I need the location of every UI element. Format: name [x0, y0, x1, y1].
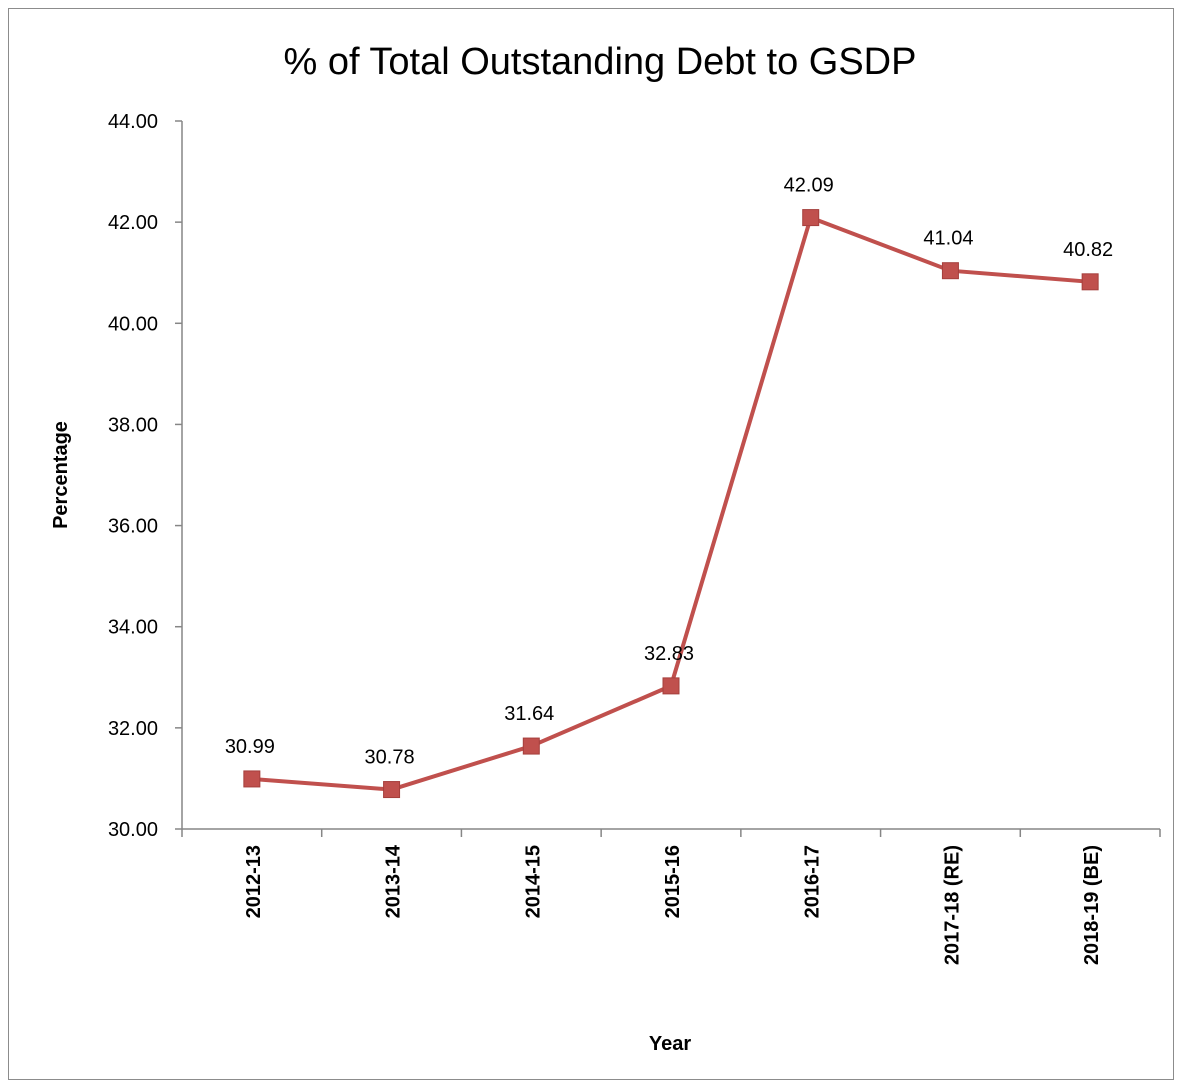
- data-point-marker: [1081, 273, 1099, 291]
- data-label: 30.99: [225, 736, 275, 758]
- data-point-marker: [662, 677, 680, 695]
- y-tick-label: 30.00: [108, 819, 158, 841]
- data-label: 31.64: [504, 703, 554, 725]
- series-line: [251, 215, 1091, 792]
- data-point-marker: [383, 781, 401, 799]
- y-tick-label: 34.00: [108, 617, 158, 639]
- data-labels: 30.99 30.78 31.64 32.83 42.09 41.04 40.82: [225, 175, 1113, 769]
- data-label: 30.78: [365, 747, 415, 769]
- chart-title: % of Total Outstanding Debt to GSDP: [284, 41, 917, 83]
- data-point-marker: [941, 262, 959, 280]
- series-group: [243, 209, 1099, 799]
- y-tick-label: 36.00: [108, 516, 158, 538]
- x-tick-label: 2016-17: [802, 845, 824, 918]
- x-axis-ticks: 2012-13 2013-14 2014-15 2015-16 2016-17 2017-…: [181, 829, 1161, 965]
- data-point-marker: [802, 209, 820, 227]
- y-tick-label: 44.00: [108, 111, 158, 133]
- y-tick-label: 40.00: [108, 313, 158, 335]
- x-axis-title: Year: [649, 1033, 691, 1055]
- data-label: 42.09: [784, 175, 834, 197]
- y-tick-label: 38.00: [108, 414, 158, 436]
- data-point-marker: [522, 737, 540, 755]
- data-label: 41.04: [923, 228, 973, 250]
- chart-frame: [8, 8, 1174, 1080]
- y-tick-label: 32.00: [108, 718, 158, 740]
- x-tick-label: 2014-15: [522, 845, 544, 918]
- y-axis-title: Percentage: [50, 421, 72, 529]
- axes: [181, 121, 1160, 830]
- x-tick-label: 2017-18 (RE): [941, 845, 963, 965]
- data-point-marker: [243, 770, 261, 788]
- x-tick-label: 2018-19 (BE): [1081, 845, 1103, 965]
- y-tick-label: 42.00: [108, 212, 158, 234]
- x-tick-label: 2012-13: [243, 845, 265, 918]
- x-tick-label: 2015-16: [662, 845, 684, 918]
- data-label: 40.82: [1063, 239, 1113, 261]
- data-label: 32.83: [644, 643, 694, 665]
- y-axis-ticks: 30.00 32.00 34.00 36.00 38.00 40.00 42.00 44.00: [108, 111, 182, 841]
- x-tick-label: 2013-14: [383, 844, 405, 918]
